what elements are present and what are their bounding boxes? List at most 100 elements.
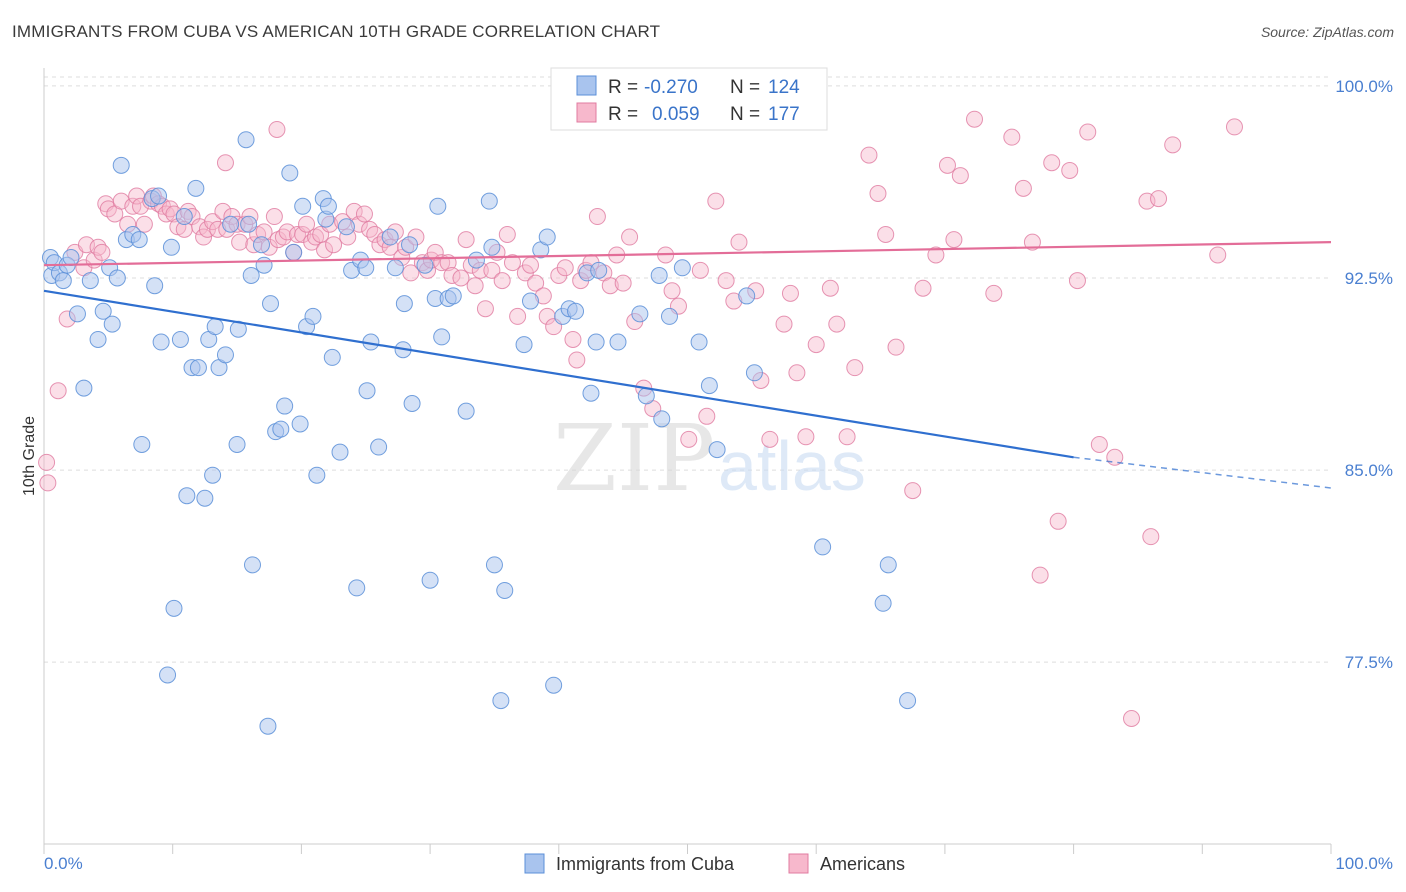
cuba-point [673,259,691,277]
americans-point [509,307,527,325]
watermark-zip: ZIP [553,405,715,512]
cuba-point [150,187,168,205]
americans-point [1068,272,1086,290]
americans-point [1003,128,1021,146]
americans-point [214,202,232,220]
cuba-point [189,359,207,377]
americans-point [1043,154,1061,172]
legend-n-label-1: N = [730,77,760,98]
cuba-point [54,272,72,290]
cuba-point [433,328,451,346]
cuba-point [874,594,892,612]
americans-point [268,120,286,138]
cuba-trend-extension [1073,456,1332,489]
cuba-point [159,666,177,684]
americans-point [457,231,475,249]
cuba-point [496,581,514,599]
americans-point [498,225,516,243]
y-tick-label: 100.0% [1335,77,1393,96]
legend-r-value-1: -0.270 [644,77,698,98]
americans-point [927,246,945,264]
cuba-point [745,364,763,382]
americans-point [1061,161,1079,179]
americans-point [483,261,501,279]
americans-point [788,364,806,382]
cuba-point [112,156,130,174]
cuba-point [243,556,261,574]
cuba-point [480,192,498,210]
cuba-point [386,259,404,277]
americans-point [568,351,586,369]
americans-point [838,428,856,446]
trend-lines [43,241,1332,489]
americans-point [1209,246,1227,264]
americans-point [49,382,67,400]
cuba-point [483,238,501,256]
y-tick-label: 85.0% [1345,461,1393,480]
cuba-point [165,599,183,617]
americans-point [869,184,887,202]
chart-title: IMMIGRANTS FROM CUBA VS AMERICAN 10TH GR… [12,22,661,41]
americans-point [93,243,111,261]
americans-point [730,233,748,251]
americans-point [564,330,582,348]
americans-point [325,236,343,254]
cuba-point [196,489,214,507]
cuba-point [323,348,341,366]
cuba-point [457,402,475,420]
americans-point [691,261,709,279]
cuba-point [899,692,917,710]
cuba-point [262,295,280,313]
americans-point [1014,179,1032,197]
cuba-point [272,420,290,438]
americans-point [761,430,779,448]
legend-n-label-2: N = [730,104,760,125]
americans-point [466,277,484,295]
americans-point [38,453,56,471]
y-tick-label: 77.5% [1345,653,1393,672]
legend-n-value-2: 177 [768,104,800,125]
cuba-point [216,346,234,364]
cuba-point [357,259,375,277]
bottom-legend-label-cuba: Immigrants from Cuba [556,854,735,874]
cuba-point [429,197,447,215]
cuba-point [308,466,326,484]
cuba-point [62,249,80,267]
cuba-point [467,251,485,269]
americans-point [426,243,444,261]
cuba-point [175,208,193,226]
americans-point [966,110,984,128]
cuba-point [708,441,726,459]
cuba-point [237,131,255,149]
cuba-point [81,272,99,290]
americans-point [877,225,895,243]
cuba-point [242,266,260,284]
americans-point [556,259,574,277]
americans-point [265,208,283,226]
americans-point [846,359,864,377]
cuba-point [381,228,399,246]
legend-swatch-americans [576,102,597,123]
americans-point [588,208,606,226]
cuba-point [222,215,240,233]
cuba-point [337,218,355,236]
cuba-point [240,215,258,233]
americans-point [601,277,619,295]
cuba-point [814,538,832,556]
americans-point [527,274,545,292]
cuba-point [370,438,388,456]
y-axis-label: 10th Grade [21,416,38,496]
cuba-point [538,228,556,246]
cuba-point [700,377,718,395]
cuba-point [521,292,539,310]
cuba-point [255,256,273,274]
cuba-point [358,382,376,400]
y-tick-label: 92.5% [1345,269,1393,288]
americans-point [781,284,799,302]
americans-point [1123,710,1141,728]
americans-point [216,154,234,172]
cuba-point [94,302,112,320]
americans-point [1164,136,1182,154]
cuba-point [281,164,299,182]
cuba-point [590,261,608,279]
